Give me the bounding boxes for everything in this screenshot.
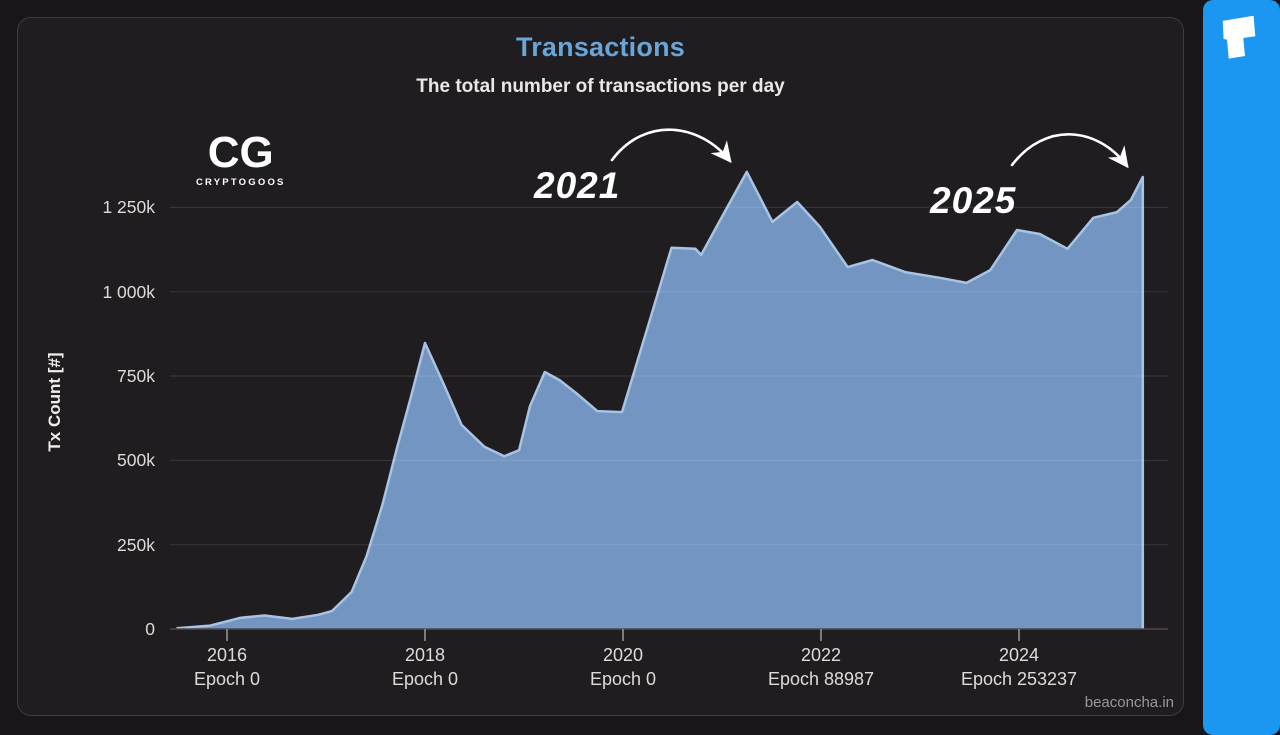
x-tick-label-2020: 2020 Epoch 0 [523,645,723,690]
horizontal-gridlines [170,206,1168,546]
y-tick-label-0: 0 [145,619,155,639]
chart-subtitle: The total number of transactions per day [416,76,785,97]
x-tick-epoch: Epoch 0 [193,669,261,689]
x-tick-label-2024: 2024 Epoch 253237 [919,645,1119,690]
y-tick-label-250k: 250k [117,534,155,555]
x-tick-year: 2016 [206,645,248,665]
arrow-to-2021-peak [610,128,732,164]
x-tick-year: 2020 [602,645,644,665]
y-tick-label-1000k: 1 000k [102,281,155,302]
area-series-outline [176,170,1145,630]
y-tick-label-1250k: 1 250k [102,197,155,218]
y-tick-label-500k: 500k [117,450,155,471]
y-tick-label-750k: 750k [117,366,155,386]
arrow-to-2025-peak [1010,133,1129,169]
area-series-fill [176,171,1143,629]
cryptogoos-logo: CG CRYPTOGOOS [196,128,286,189]
x-tick-epoch: Epoch 0 [391,669,459,689]
cryptogoos-logo-caption: CRYPTOGOOS [196,177,286,188]
x-tick-epoch: Epoch 0 [589,669,657,689]
app-sidebar [1203,0,1280,735]
x-tick-year: 2022 [800,645,842,665]
x-tick-year: 2018 [404,645,446,665]
chart-title: Transactions [516,32,685,62]
t-block-icon[interactable] [1209,8,1269,68]
beaconchain-watermark: beaconcha.in [1084,694,1174,711]
cryptogoos-logo-letters: CG [207,128,274,177]
x-tick-label-2016: 2016 Epoch 0 [127,645,327,690]
x-tick-label-2022: 2022 Epoch 88987 [721,645,921,690]
x-tick-epoch: Epoch 253237 [960,669,1078,689]
x-tick-year: 2024 [998,645,1040,665]
annotation-2025: 2025 [930,180,1017,221]
annotation-2021: 2021 [534,165,621,206]
x-tick-label-2018: 2018 Epoch 0 [325,645,525,690]
x-tick-epoch: Epoch 88987 [767,669,875,689]
x-axis-tick-marks [226,629,1020,641]
